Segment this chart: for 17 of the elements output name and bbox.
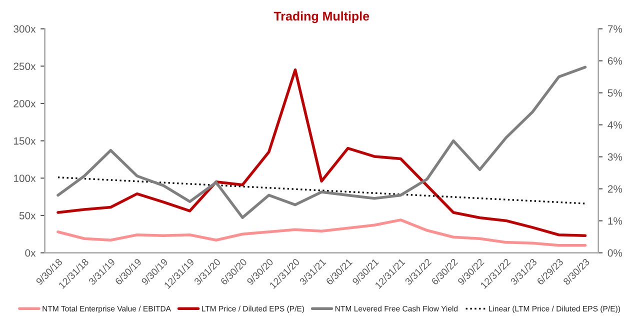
line-series (56, 218, 587, 247)
chart-title: Trading Multiple (274, 11, 370, 24)
y2-tick-label: 7% (608, 25, 622, 33)
y-tick-label: 100x (14, 174, 36, 182)
y-tick-label: 300x (14, 25, 36, 33)
y-tick-label: 200x (14, 100, 36, 108)
y-tick-label: 150x (14, 137, 36, 145)
y2-tick-label: 0% (608, 249, 622, 257)
y2-tick-label: 1% (608, 217, 622, 225)
y2-tick-label: 2% (608, 185, 622, 193)
y-tick-label: 250x (14, 62, 36, 70)
y2-tick-label: 5% (608, 89, 622, 97)
y2-tick-label: 6% (608, 57, 622, 65)
y2-tick-label: 3% (608, 153, 622, 161)
y2-tick-label: 4% (608, 121, 622, 129)
y-tick-label: 50x (19, 212, 36, 220)
y-tick-label: 0x (25, 249, 36, 257)
